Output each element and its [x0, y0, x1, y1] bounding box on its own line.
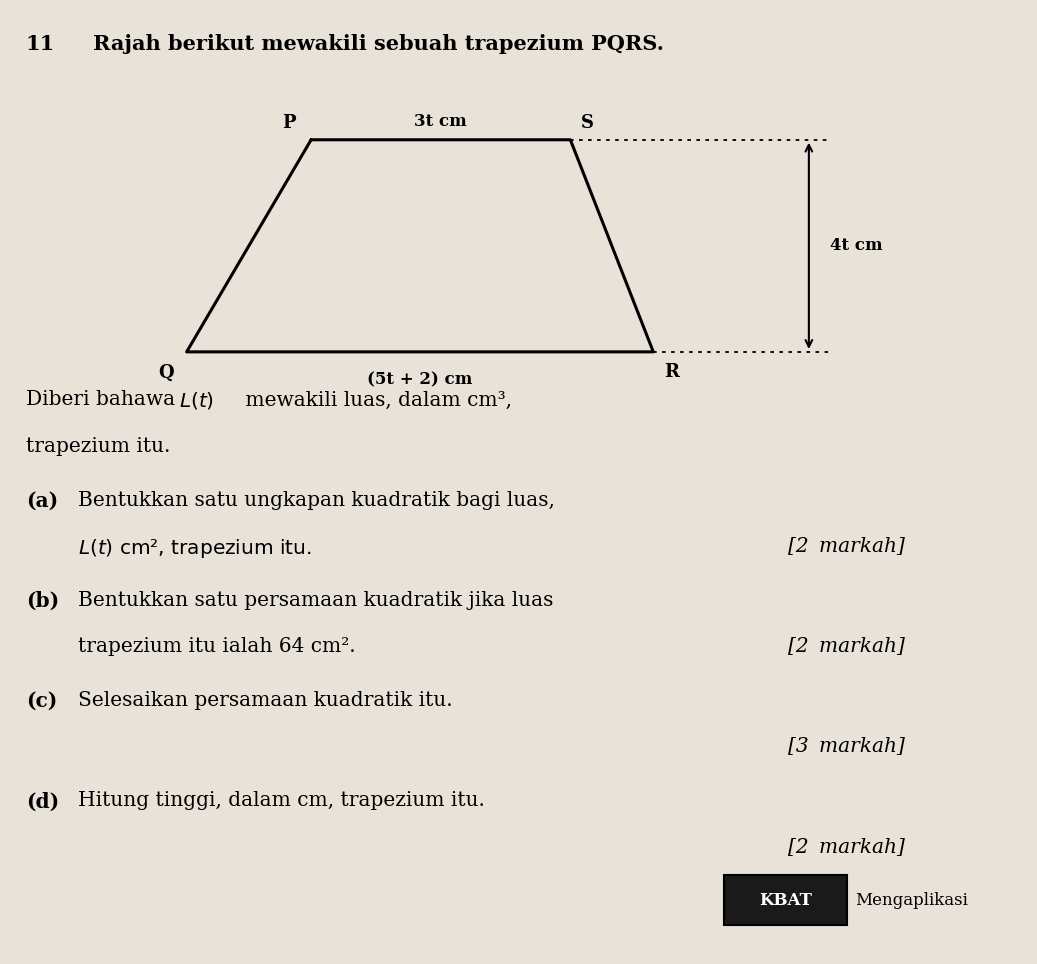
- Text: 3t cm: 3t cm: [415, 113, 467, 130]
- Text: [2  markah]: [2 markah]: [788, 838, 905, 857]
- Text: Selesaikan persamaan kuadratik itu.: Selesaikan persamaan kuadratik itu.: [78, 691, 452, 710]
- Text: mewakili luas, dalam cm³,: mewakili luas, dalam cm³,: [239, 390, 511, 410]
- Text: (5t + 2) cm: (5t + 2) cm: [367, 371, 473, 388]
- Text: Hitung tinggi, dalam cm, trapezium itu.: Hitung tinggi, dalam cm, trapezium itu.: [78, 791, 484, 811]
- Text: R: R: [664, 363, 678, 382]
- Text: 11: 11: [26, 34, 55, 54]
- Text: [2  markah]: [2 markah]: [788, 637, 905, 656]
- Text: (c): (c): [26, 691, 57, 711]
- Text: (d): (d): [26, 791, 59, 812]
- Text: Mengaplikasi: Mengaplikasi: [856, 892, 969, 909]
- Text: Diberi bahawa: Diberi bahawa: [26, 390, 181, 410]
- Text: [2  markah]: [2 markah]: [788, 537, 905, 556]
- FancyBboxPatch shape: [724, 875, 847, 925]
- Text: (a): (a): [26, 491, 58, 511]
- Text: S: S: [581, 114, 594, 132]
- Text: Q: Q: [159, 363, 174, 382]
- Text: 4t cm: 4t cm: [830, 237, 882, 254]
- Text: KBAT: KBAT: [759, 892, 812, 909]
- Text: trapezium itu.: trapezium itu.: [26, 437, 170, 456]
- Text: trapezium itu ialah 64 cm².: trapezium itu ialah 64 cm².: [78, 637, 356, 656]
- Text: Bentukkan satu persamaan kuadratik jika luas: Bentukkan satu persamaan kuadratik jika …: [78, 591, 553, 610]
- Text: (b): (b): [26, 591, 59, 611]
- Text: Rajah berikut mewakili sebuah trapezium PQRS.: Rajah berikut mewakili sebuah trapezium …: [93, 34, 665, 54]
- Text: P: P: [282, 114, 296, 132]
- Text: [3  markah]: [3 markah]: [788, 737, 905, 757]
- Text: $L(t)$ cm², trapezium itu.: $L(t)$ cm², trapezium itu.: [78, 537, 311, 560]
- Text: Bentukkan satu ungkapan kuadratik bagi luas,: Bentukkan satu ungkapan kuadratik bagi l…: [78, 491, 555, 510]
- Text: $L(t)$: $L(t)$: [179, 390, 215, 412]
